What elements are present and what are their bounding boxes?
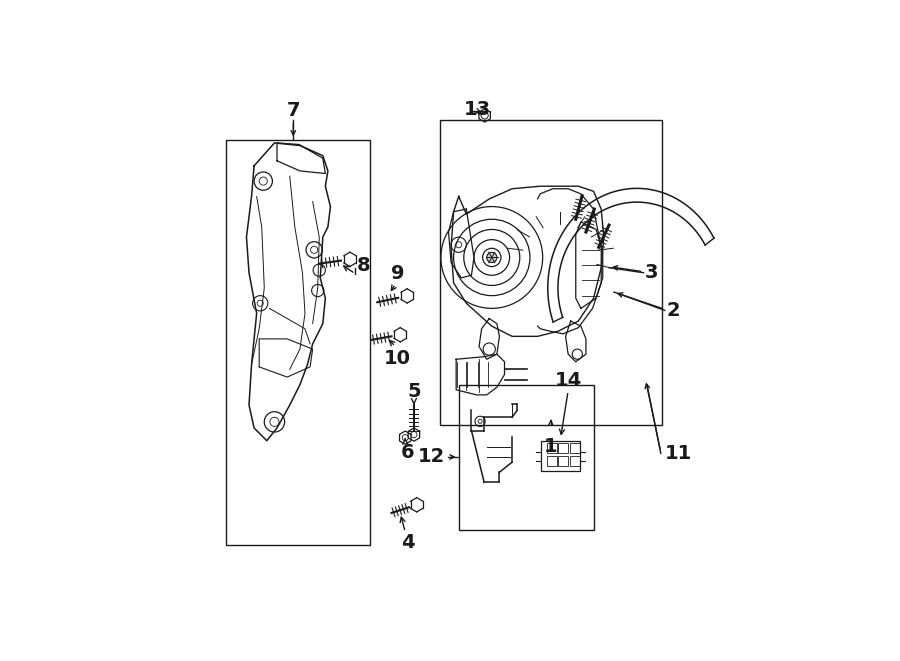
Bar <box>570 456 580 466</box>
Text: 11: 11 <box>665 444 692 463</box>
Bar <box>570 444 580 453</box>
Bar <box>542 441 580 471</box>
Circle shape <box>487 253 497 262</box>
Text: 6: 6 <box>401 443 415 462</box>
Text: 4: 4 <box>401 533 415 553</box>
Bar <box>459 385 594 529</box>
Text: 8: 8 <box>357 256 371 274</box>
Text: 1: 1 <box>544 437 558 455</box>
Bar <box>558 444 569 453</box>
Bar <box>226 140 370 545</box>
Text: 13: 13 <box>464 100 491 120</box>
Bar <box>558 456 569 466</box>
Text: 14: 14 <box>554 371 581 390</box>
Text: 3: 3 <box>644 263 658 282</box>
Bar <box>546 444 557 453</box>
Text: 9: 9 <box>391 264 404 283</box>
Bar <box>546 456 557 466</box>
Text: 2: 2 <box>666 301 680 320</box>
Text: 7: 7 <box>286 101 300 120</box>
Text: 10: 10 <box>384 349 411 368</box>
Text: 12: 12 <box>418 447 445 467</box>
Text: 5: 5 <box>407 382 420 401</box>
Bar <box>440 120 662 426</box>
